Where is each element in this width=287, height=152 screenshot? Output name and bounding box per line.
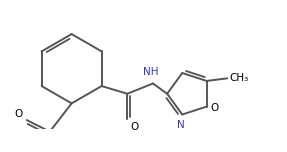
Text: O: O bbox=[210, 103, 219, 113]
Text: O: O bbox=[15, 109, 23, 119]
Text: NH: NH bbox=[143, 67, 158, 77]
Text: CH₃: CH₃ bbox=[230, 73, 249, 83]
Text: O: O bbox=[130, 122, 139, 132]
Text: N: N bbox=[177, 120, 185, 130]
